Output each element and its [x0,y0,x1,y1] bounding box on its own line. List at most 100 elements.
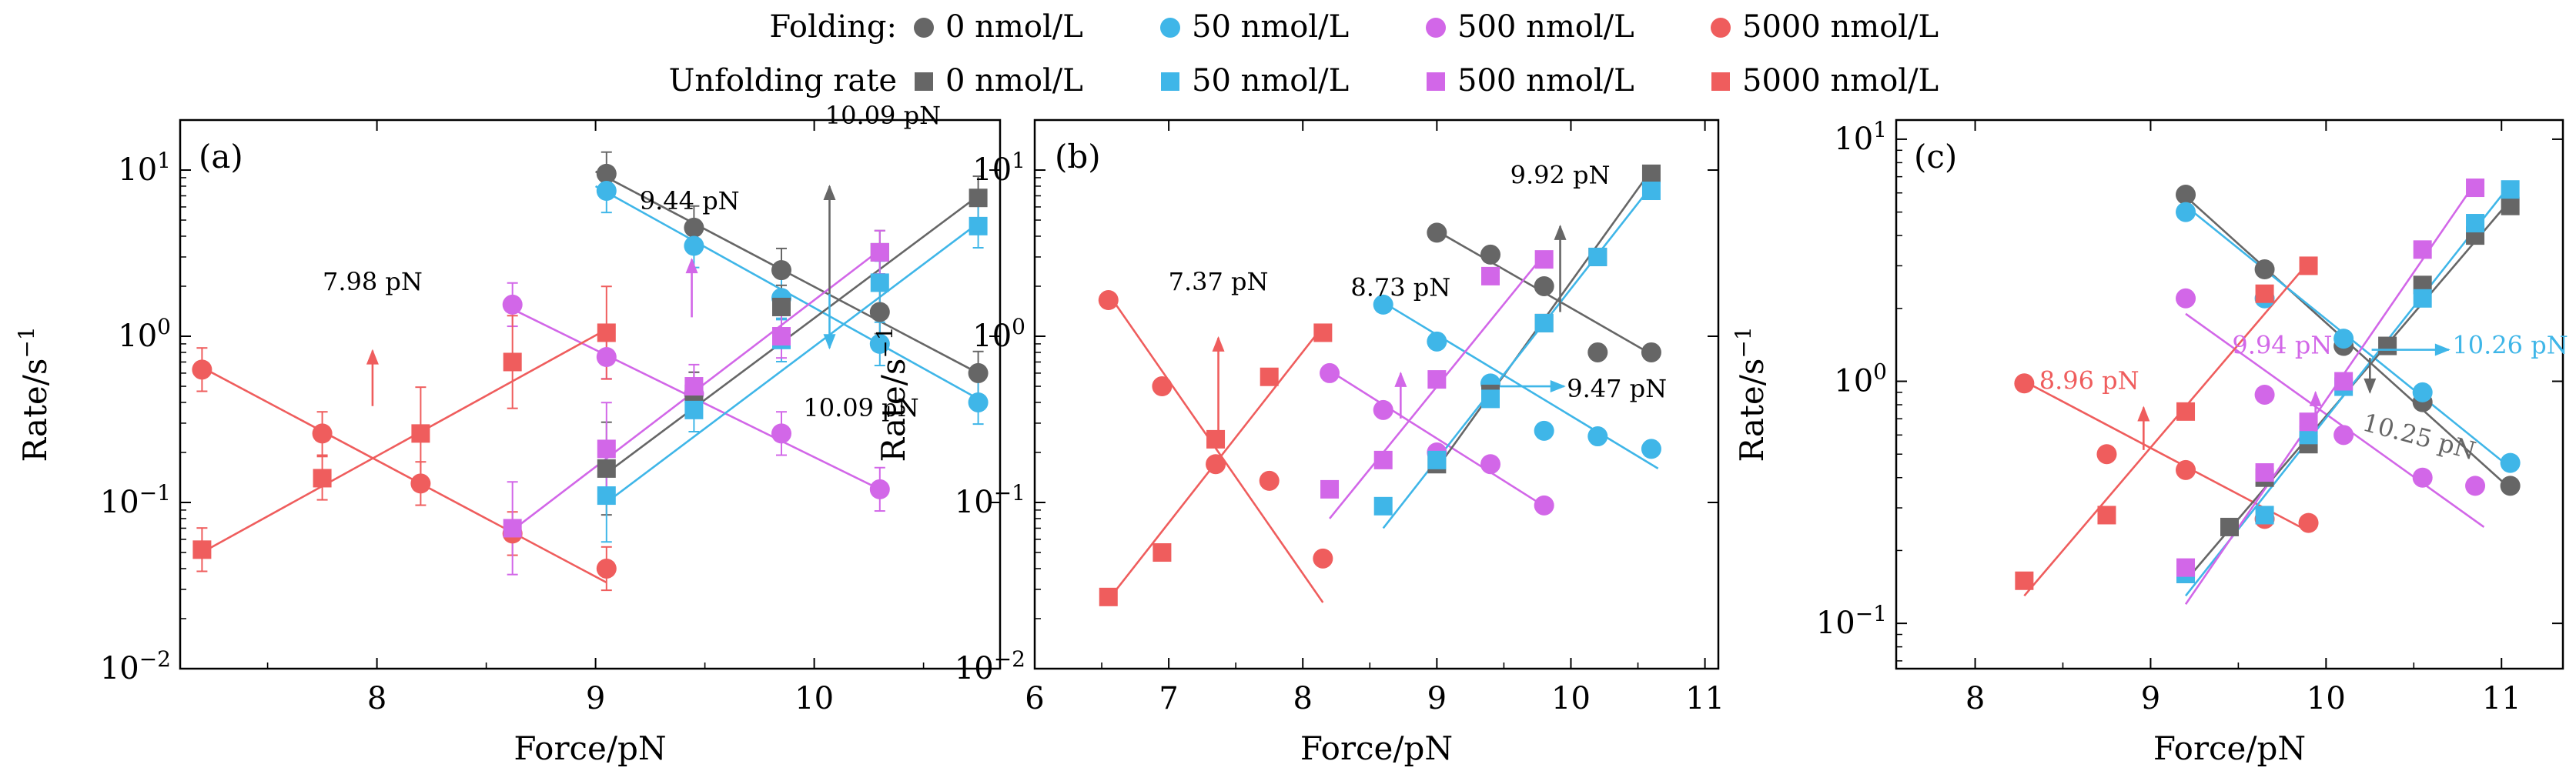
point-unfolding-500 [1320,479,1340,499]
annotation-arrow-head [2137,406,2150,422]
x-tick-label: 10 [1551,681,1591,716]
point-folding-5000 [2176,459,2196,480]
fit-line-unfolding-50 [606,222,979,504]
panel-label: (b) [1055,138,1101,175]
plot-area [2014,179,2521,605]
x-tick-label: 9 [1427,681,1447,716]
point-folding-500 [2465,476,2486,496]
x-tick-label: 10 [2307,681,2346,716]
annotation-label: 7.37 pN [1169,267,1269,296]
point-unfolding-500 [1481,266,1500,285]
panels: 8 9 10 10−2 10−1 100 101 Force/pN Rate/s−1 (a) 7.9… [14,101,2568,767]
annotation-label: 8.96 pN [2039,365,2139,395]
legend-marker-folding-50 [1160,18,1180,38]
point-unfolding-5000 [2015,571,2034,590]
legend-entry-folding-500: 500 nmol/L [1457,9,1634,45]
annotation-label: 9.92 pN [1510,160,1611,189]
annotation-label: 9.94 pN [2232,331,2332,360]
panel-a: 8 9 10 10−2 10−1 100 101 Force/pN Rate/s−1 (a) 7.9… [14,101,1002,767]
annotation: 9.44 pN [640,186,740,318]
annotation-arrow-head [823,334,836,350]
legend-marker-folding-5000 [1711,18,1731,38]
annotation-label: 10.09 pN [803,393,918,422]
panel-c: 8 9 10 11 10−1 100 101 Force/pN Rate/s−1 (c) 8.96 … [1731,117,2568,767]
point-folding-5000 [2096,444,2117,465]
point-folding-0 [771,260,791,281]
annotation-label: 10.25 pN [2360,408,2479,466]
point-folding-0 [684,217,704,238]
point-unfolding-50 [684,400,704,419]
annotation: 10.09 pN [823,101,941,294]
point-folding-50 [1641,439,1661,459]
annotation: 10.26 pN [2371,331,2568,360]
y-tick-label: 10−2 [955,646,1025,686]
point-folding-50 [1587,426,1608,447]
point-unfolding-0 [772,297,791,316]
point-unfolding-0 [969,189,988,208]
point-unfolding-50 [870,273,889,292]
x-tick-label: 8 [1965,681,1985,716]
point-folding-50 [2333,329,2354,349]
x-axis-label: Force/pN [1300,729,1453,767]
legend-marker-folding-500 [1426,18,1446,38]
panel-label: (a) [199,138,243,175]
legend-marker-folding-0 [914,18,934,38]
point-folding-500 [2412,467,2433,488]
point-folding-500 [869,479,890,499]
point-folding-5000 [1206,454,1226,475]
annotation-label: 9.47 pN [1567,374,1667,403]
point-folding-500 [2176,288,2196,309]
y-axis-label: Rate/s−1 [872,326,912,462]
annotation-arrow-head [685,258,698,274]
point-folding-0 [968,362,989,383]
legend-entry-folding-50: 50 nmol/L [1192,9,1349,45]
point-unfolding-5000 [2097,506,2116,525]
point-unfolding-500 [503,519,522,538]
y-tick-label: 101 [1834,117,1887,157]
point-unfolding-50 [1588,247,1607,266]
point-folding-5000 [2014,373,2035,394]
plot-frame [1033,118,1720,670]
point-unfolding-5000 [2176,402,2196,421]
point-folding-5000 [1313,548,1333,569]
point-unfolding-5000 [2255,284,2274,303]
point-unfolding-50 [2255,506,2274,525]
point-folding-50 [1373,294,1393,315]
fit-line-unfolding-5000 [201,328,607,554]
point-unfolding-5000 [597,323,616,342]
x-tick-label: 9 [586,681,605,716]
annotation-arrow-head [366,349,379,365]
x-tick-label: 7 [1159,681,1178,716]
legend-entry-unfolding-0: 0 nmol/L [945,63,1083,98]
point-unfolding-50 [1641,182,1661,201]
point-folding-5000 [596,558,617,579]
y-tick-label: 101 [972,148,1025,188]
legend-unfolding-label: Unfolding rate [669,63,897,98]
y-axis-label: Rate/s−1 [14,326,54,462]
point-unfolding-500 [2255,463,2274,482]
annotation: 9.94 pN [2232,331,2332,432]
point-folding-0 [2254,259,2275,280]
annotation: 10.09 pN [803,293,919,422]
point-folding-500 [2254,384,2275,405]
y-tick-label: 100 [1834,359,1887,399]
annotation: 7.37 pN [1169,267,1269,446]
point-unfolding-500 [1427,370,1447,389]
point-unfolding-50 [1534,313,1554,332]
point-folding-50 [684,235,704,256]
legend-entry-unfolding-5000: 5000 nmol/L [1742,63,1939,98]
point-unfolding-500 [2466,179,2485,198]
x-tick-label: 8 [1293,681,1313,716]
point-folding-0 [1587,342,1608,362]
point-unfolding-0 [2220,517,2239,536]
point-unfolding-50 [597,486,616,506]
point-folding-0 [1480,244,1500,265]
point-unfolding-500 [2334,372,2354,391]
point-folding-50 [1427,331,1447,352]
point-unfolding-50 [969,216,988,235]
point-unfolding-500 [2176,558,2196,577]
y-tick-label: 101 [118,148,171,188]
plot-frame [179,118,1002,670]
annotation: 8.96 pN [2039,365,2150,450]
